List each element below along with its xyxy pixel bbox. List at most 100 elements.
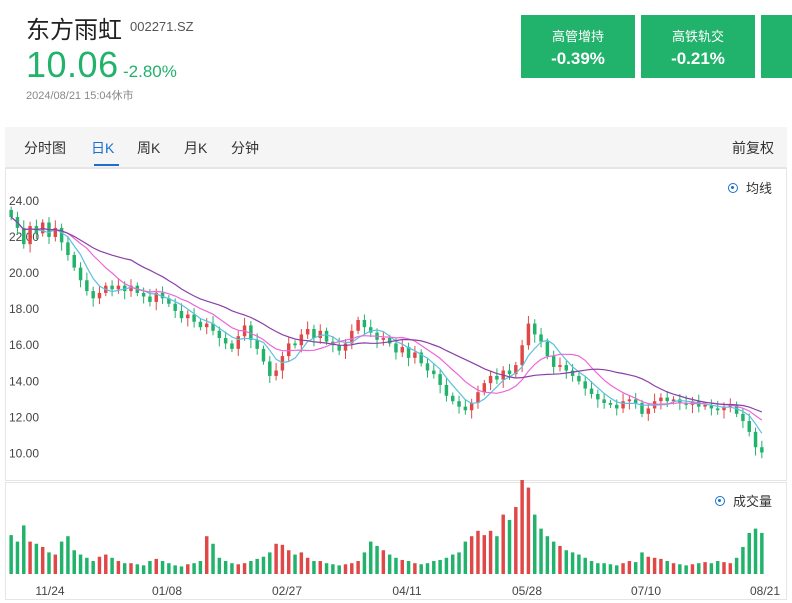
tab-daily-k[interactable]: 日K (91, 140, 115, 156)
candlestick-panel: 均线 (5, 168, 787, 481)
volume-bar (141, 565, 146, 574)
candle-body (558, 365, 562, 367)
candle-body (457, 401, 461, 407)
tab-intraday[interactable]: 分时图 (24, 140, 66, 156)
volume-bar (280, 544, 285, 574)
volume-legend-label: 成交量 (732, 494, 772, 509)
candle-body (116, 285, 121, 290)
volume-bar (116, 561, 121, 574)
volume-legend-toggle[interactable]: 成交量 (714, 491, 772, 510)
candle-body (432, 370, 436, 375)
candle-body (514, 365, 518, 375)
volume-bar (368, 541, 373, 574)
concept-card-partial[interactable] (761, 15, 792, 78)
volume-bar (665, 561, 669, 574)
candle-body (255, 339, 259, 349)
volume-bar (261, 556, 266, 574)
volume-bar (551, 541, 556, 574)
candle-body (186, 314, 190, 319)
ma10-line (10, 216, 763, 421)
volume-bar (160, 561, 165, 574)
tab-monthly-k[interactable]: 月K (184, 140, 208, 156)
candle-body (659, 397, 663, 402)
candle-body (451, 395, 455, 402)
volume-bar (318, 561, 322, 574)
volume-bar (305, 557, 310, 574)
candle-body (608, 403, 613, 405)
candle-body (230, 343, 234, 349)
candle-body (337, 345, 341, 351)
kline-chart: 均线 成交量 24.0022.0020.0018.0016.0014.0012.… (5, 168, 787, 603)
volume-bar (627, 561, 632, 574)
volume-bar (299, 552, 304, 574)
volume-bar (236, 564, 240, 574)
volume-bar (350, 563, 354, 574)
candle-body (520, 345, 524, 366)
candle-body (343, 343, 348, 351)
volume-bar (722, 562, 726, 574)
ma-legend-toggle[interactable]: 均线 (727, 178, 772, 197)
candle-body (249, 325, 253, 340)
concept-card-rail-transit[interactable]: 高铁轨交 -0.21% (641, 15, 755, 78)
volume-bar (268, 552, 272, 574)
volume-bar (331, 564, 335, 574)
volume-bar (135, 564, 140, 574)
candle-body (715, 408, 720, 411)
candle-body (28, 226, 32, 245)
radio-dot-icon (714, 495, 725, 506)
ma-legend-label: 均线 (745, 181, 772, 196)
tab-weekly-k[interactable]: 周K (137, 140, 161, 156)
volume-bar (678, 564, 682, 574)
volume-bar (173, 565, 177, 574)
volume-bar (78, 554, 83, 574)
candle-body (9, 209, 13, 218)
candle-body (198, 321, 203, 328)
volume-bar (104, 554, 108, 574)
volume-bar (583, 557, 587, 574)
x-tick-label: 08/21 (750, 584, 780, 598)
volume-bar (684, 565, 688, 574)
candle-body (350, 330, 354, 344)
concept-card-executive-increase[interactable]: 高管增持 -0.39% (521, 15, 635, 78)
volume-bar (463, 541, 468, 574)
volume-bar (72, 550, 76, 574)
candle-body (419, 352, 423, 364)
candle-body (324, 330, 329, 342)
volume-bar (337, 565, 341, 574)
candle-body (305, 329, 310, 335)
candle-body (728, 404, 733, 407)
volume-bar (640, 552, 644, 574)
volume-bar (324, 563, 329, 574)
candle-body (381, 338, 386, 340)
candle-body (722, 406, 726, 411)
tab-minute[interactable]: 分钟 (231, 140, 259, 156)
y-tick-label: 16.00 (9, 338, 39, 352)
volume-bar (204, 536, 209, 574)
volume-bar (690, 564, 695, 574)
candle-body (110, 285, 114, 290)
volume-bar (545, 536, 550, 574)
volume-bar (419, 564, 423, 574)
candle-body (160, 292, 165, 299)
candle-body (148, 296, 152, 302)
volume-bar (507, 520, 512, 574)
candle-body (684, 403, 688, 405)
adjust-forward-toggle[interactable]: 前复权 (732, 140, 774, 156)
candle-body (602, 399, 606, 404)
candle-body (22, 227, 26, 245)
candle-body (495, 375, 499, 380)
candle-body (204, 323, 209, 328)
kline-svg: 24.0022.0020.0018.0016.0014.0012.0010.00… (9, 194, 780, 598)
volume-bar (482, 535, 487, 574)
volume-bar (148, 561, 152, 574)
candle-body (671, 399, 676, 402)
candle-body (621, 401, 625, 409)
candle-body (476, 392, 480, 404)
volume-bar (47, 552, 51, 574)
volume-bar (381, 550, 386, 574)
volume-bar (425, 563, 430, 574)
chart-period-tabs: 分时图 日K 周K 月K 分钟 前复权 (5, 127, 787, 168)
candle-body (570, 370, 575, 376)
candle-body (223, 338, 228, 344)
candle-body (97, 292, 102, 299)
